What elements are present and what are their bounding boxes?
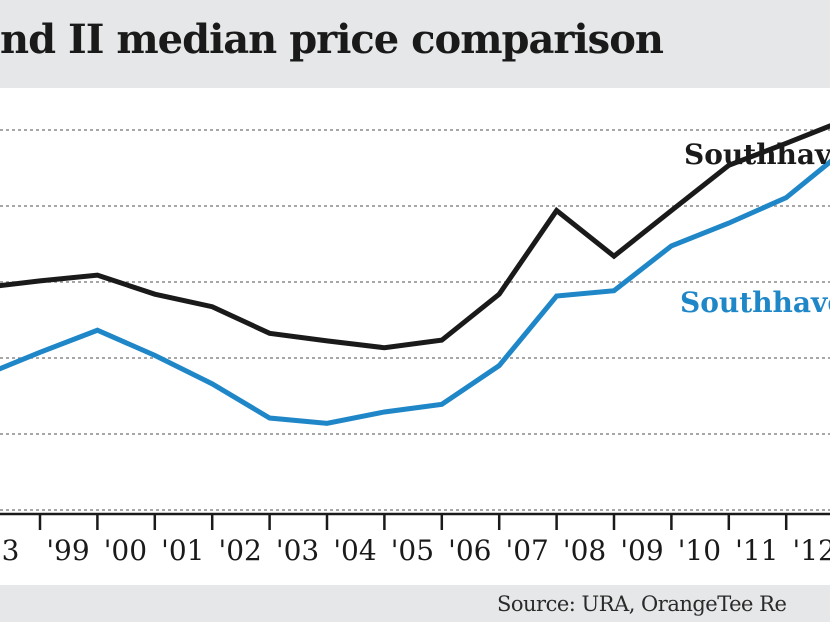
series-labels: Southhave Southhave <box>680 138 830 319</box>
source-band <box>0 585 830 622</box>
x-tick-label: '99 <box>46 534 89 567</box>
x-tick-label: '02 <box>219 534 262 567</box>
series-southhaven-i <box>0 123 830 351</box>
series-layer <box>0 123 830 426</box>
x-tick-label: '11 <box>735 534 778 567</box>
x-axis: 3 '99 '00 '01 '02 '03 '04 '05 '06 '07 '08 '09 '10 '11… <box>0 512 830 567</box>
x-tick-label: '00 <box>104 534 147 567</box>
x-tick-label: '08 <box>563 534 606 567</box>
series-label-southhaven-i: Southhave <box>684 138 830 171</box>
x-tick-label: '06 <box>448 534 491 567</box>
series-southhaven-ii <box>0 158 830 426</box>
gridlines <box>0 129 830 511</box>
x-tick-label: '07 <box>506 534 549 567</box>
x-tick-label: '12 <box>793 534 830 567</box>
x-tick-label: '09 <box>620 534 663 567</box>
series-label-southhaven-ii: Southhave <box>680 286 830 319</box>
title-band <box>0 0 830 88</box>
line-chart: 3 '99 '00 '01 '02 '03 '04 '05 '06 '07 '08 '09 '10 '11… <box>0 123 830 567</box>
x-tick-label: 3 <box>2 534 20 567</box>
x-tick-label: '05 <box>391 534 434 567</box>
x-tick-label: '10 <box>678 534 721 567</box>
x-tick-label: '04 <box>333 534 376 567</box>
source-note: Source: URA, OrangeTee Re <box>497 592 787 616</box>
series-line <box>0 123 830 351</box>
series-line <box>0 158 830 426</box>
x-tick-label: '03 <box>276 534 319 567</box>
chart-title: nd II median price comparison <box>0 16 664 63</box>
x-tick-label: '01 <box>161 534 204 567</box>
